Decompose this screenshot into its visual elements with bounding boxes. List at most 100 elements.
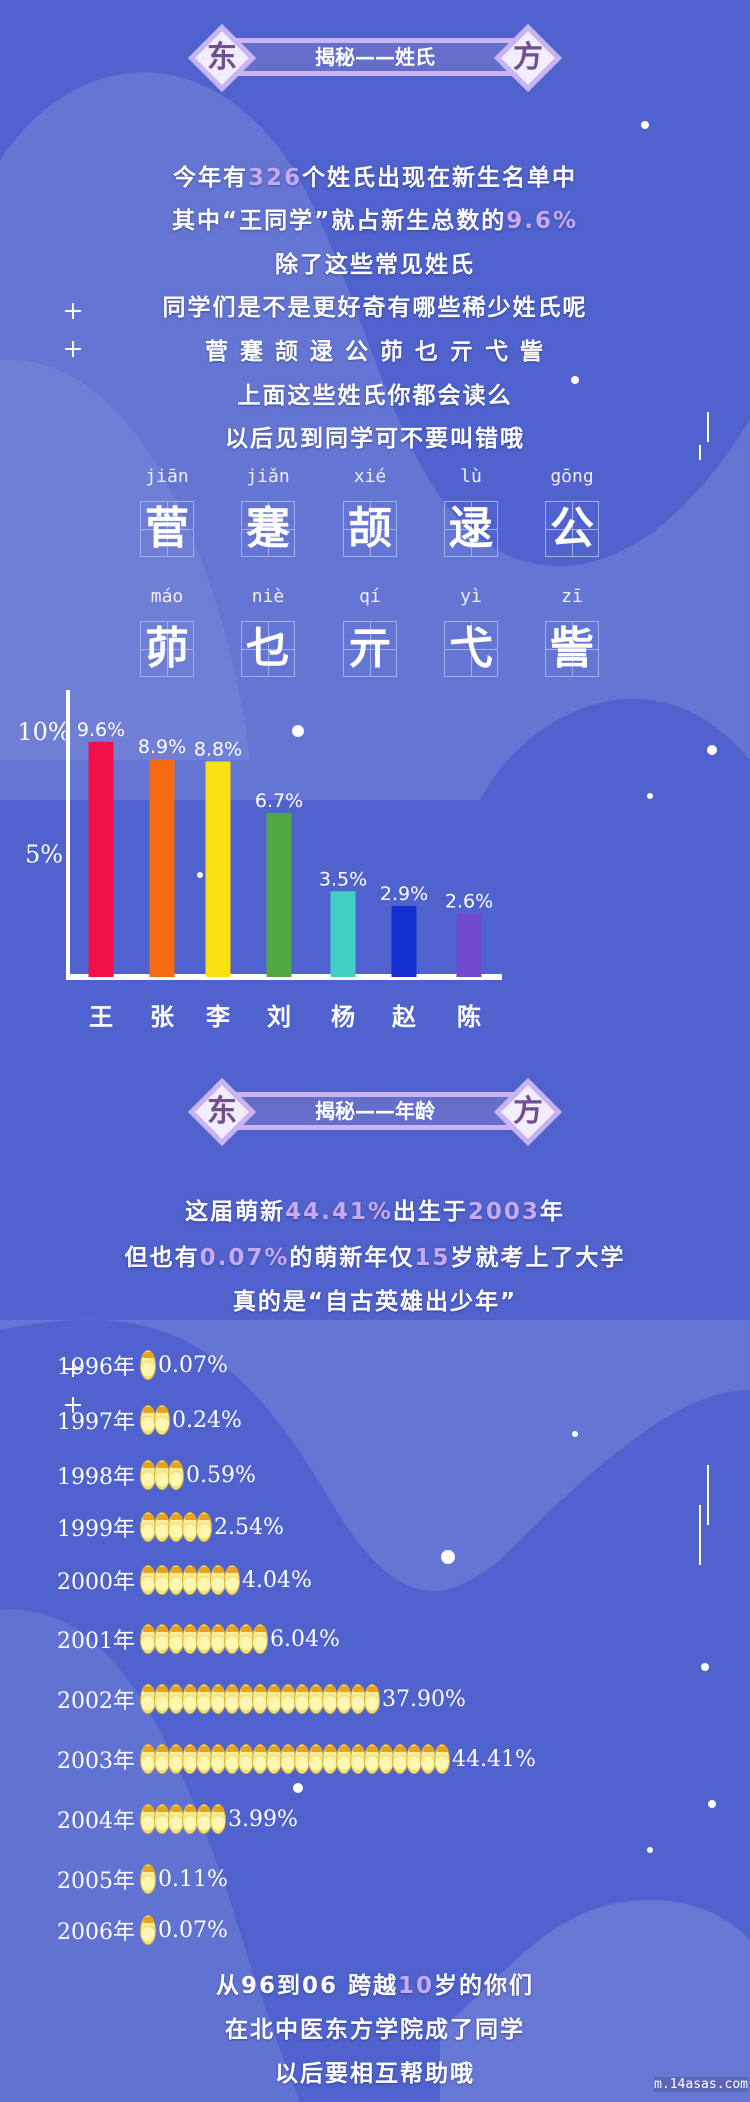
text-line: 以后见到同学可不要叫错哦 xyxy=(0,419,750,453)
year-label: 1997年 xyxy=(57,1410,135,1435)
bar-赵 xyxy=(391,905,417,977)
surname-character: 亓 xyxy=(343,621,397,677)
highlight-number: 44.41% xyxy=(285,1199,393,1225)
badge-char: 方 xyxy=(513,40,543,75)
chick-egg-icon xyxy=(224,1565,240,1595)
data-label: 2.9% xyxy=(380,883,428,905)
percentage: 0.59% xyxy=(186,1462,256,1488)
text-line: 真的是“自古英雄出少年” xyxy=(0,1282,750,1316)
text-line: 但也有0.07%的萌新年仅15岁就考上了大学 xyxy=(0,1238,750,1272)
year-label: 2002年 xyxy=(57,1689,135,1714)
data-label: 9.6% xyxy=(77,719,125,741)
text-line: 上面这些姓氏你都会读么 xyxy=(0,376,750,410)
percentage: 6.04% xyxy=(270,1626,340,1652)
text-segment: 以后见到同学可不要叫错哦 xyxy=(225,426,525,452)
diamond-badge-right: 方 xyxy=(494,24,562,92)
percentage: 2.54% xyxy=(214,1514,284,1540)
watermark: m.14asas.com xyxy=(654,2077,748,2092)
text-segment: 上面这些姓氏你都会读么 xyxy=(237,383,513,409)
chick-egg-icon xyxy=(154,1804,170,1834)
chick-egg-icon xyxy=(224,1684,240,1714)
pinyin: gōng xyxy=(550,466,594,487)
text-segment: 个姓氏出现在新生名单中 xyxy=(302,165,577,191)
text-line: 除了这些常见姓氏 xyxy=(0,245,750,279)
data-label: 2.6% xyxy=(445,890,493,912)
egg-icons xyxy=(140,1804,226,1834)
year-label: 1998年 xyxy=(57,1465,135,1490)
year-label: 1996年 xyxy=(57,1355,135,1380)
text-segment: 岁的你们 xyxy=(434,1973,535,1999)
surname-character: 乜 xyxy=(241,621,295,677)
highlight-number: 9.6% xyxy=(506,208,579,234)
data-label: 6.7% xyxy=(255,790,303,812)
text-segment: 今年有 xyxy=(172,165,248,191)
chick-egg-icon xyxy=(434,1744,450,1774)
year-row: 2005年 0.11% xyxy=(0,1862,228,1896)
egg-icons xyxy=(140,1744,450,1774)
pinyin: jiǎn xyxy=(246,466,290,487)
year-row: 2000年 4.04% xyxy=(0,1563,312,1597)
surname-character: 弋 xyxy=(444,621,498,677)
category-label: 杨 xyxy=(331,1003,355,1031)
percentage: 4.04% xyxy=(242,1567,312,1593)
banner-title: 揭秘——年龄 xyxy=(230,1092,520,1130)
egg-icons xyxy=(140,1624,268,1654)
surname-character: 蹇 xyxy=(241,501,295,557)
egg-icons xyxy=(140,1864,156,1894)
text-segment: 出生于 xyxy=(392,1199,468,1225)
category-label: 陈 xyxy=(457,1003,481,1031)
chick-egg-icon xyxy=(140,1744,156,1774)
year-row: 2001年 6.04% xyxy=(0,1622,340,1656)
pinyin: niè xyxy=(251,586,285,607)
egg-icons xyxy=(140,1915,156,1945)
text-line: 菅 蹇 颉 逯 公 茆 乜 亓 弋 訾 xyxy=(0,332,750,366)
badge-char: 方 xyxy=(513,1094,543,1129)
text-line: 同学们是不是更好奇有哪些稀少姓氏呢 xyxy=(0,288,750,322)
y-tick-label: 5% xyxy=(25,841,63,869)
data-label: 3.5% xyxy=(319,868,367,890)
year-row: 1997年 0.24% xyxy=(0,1403,242,1437)
percentage: 0.07% xyxy=(158,1917,228,1943)
category-label: 赵 xyxy=(391,1003,417,1031)
egg-icons xyxy=(140,1350,156,1380)
text-line: 从96到06 跨越10岁的你们 xyxy=(0,1966,750,2000)
text-line: 其中“王同学”就占新生总数的9.6% xyxy=(0,201,750,235)
chick-egg-icon xyxy=(364,1684,380,1714)
text-segment: 除了这些常见姓氏 xyxy=(275,252,475,278)
chick-egg-icon xyxy=(210,1804,226,1834)
chick-egg-icon xyxy=(140,1864,156,1894)
bar-王 xyxy=(88,741,114,977)
data-label: 8.9% xyxy=(138,736,186,758)
chick-egg-icon xyxy=(168,1460,184,1490)
text-segment: 同学们是不是更好奇有哪些稀少姓氏呢 xyxy=(162,295,588,321)
text-segment: 从96到06 跨越 xyxy=(215,1973,398,1999)
year-label: 2001年 xyxy=(57,1629,135,1654)
year-row: 2002年 37.90% xyxy=(0,1682,466,1716)
bar-陈 xyxy=(456,913,482,977)
diamond-badge-right: 方 xyxy=(494,1078,562,1146)
year-row: 1998年 0.59% xyxy=(0,1458,256,1492)
percentage: 44.41% xyxy=(452,1746,536,1772)
chick-egg-icon xyxy=(210,1565,226,1595)
highlight-number: 2003 xyxy=(467,1199,540,1225)
section-banner-age: 揭秘——年龄 东 方 xyxy=(188,1074,562,1150)
percentage: 0.11% xyxy=(158,1866,228,1892)
chick-egg-icon xyxy=(252,1624,268,1654)
year-row: 1996年 0.07% xyxy=(0,1348,228,1382)
chick-egg-icon xyxy=(196,1804,212,1834)
y-tick-label: 10% xyxy=(17,718,70,746)
diamond-badge-left: 东 xyxy=(188,24,256,92)
surname-character: 颉 xyxy=(343,501,397,557)
year-label: 2005年 xyxy=(57,1869,135,1894)
egg-icons xyxy=(140,1512,212,1542)
year-row: 1999年 2.54% xyxy=(0,1510,284,1544)
egg-icons xyxy=(140,1565,240,1595)
text-segment: 的萌新年仅 xyxy=(289,1245,415,1271)
year-label: 2006年 xyxy=(57,1920,135,1945)
egg-icons xyxy=(140,1684,380,1714)
pinyin: xié xyxy=(353,466,387,487)
highlight-number: 0.07% xyxy=(199,1245,290,1271)
bar-李 xyxy=(205,761,231,977)
highlight-number: 10 xyxy=(398,1973,435,1999)
